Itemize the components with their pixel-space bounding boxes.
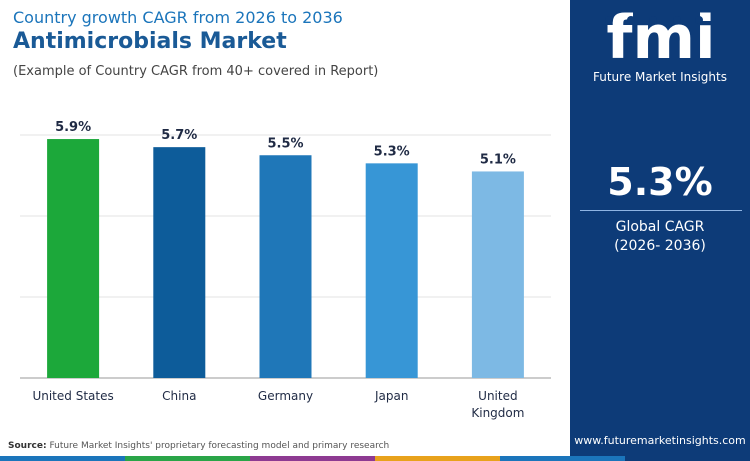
stripe-segment [375,456,500,461]
stripe-segment [0,456,125,461]
side-panel [570,0,750,461]
logo-subtitle: Future Market Insights [592,70,727,84]
source-label: Source: [8,441,47,451]
kpi-divider [580,210,742,211]
data-label: 5.9% [55,120,91,135]
x-tick-label: Germany [258,389,313,403]
logo-icons [605,16,703,24]
stripe-segment [500,456,625,461]
data-label: 5.7% [161,128,197,143]
source-note: Source: Future Market Insights' propriet… [8,441,389,451]
global-cagr-label: Global CAGR [615,219,705,235]
stripe-segment [125,456,250,461]
stripe-segment [625,456,750,461]
chart-title: Antimicrobials Market [13,29,287,54]
data-label: 5.3% [374,144,410,159]
logo-wordmark: fmi [606,6,715,66]
source-text: Future Market Insights' proprietary fore… [49,441,390,451]
global-cagr-period: (2026- 2036) [614,238,706,254]
bottom-color-stripe [0,456,750,461]
data-label: 5.1% [480,152,516,167]
bar [153,147,206,378]
bar [365,163,418,378]
stripe-segment [250,456,375,461]
bar [47,139,100,378]
bar [471,171,524,378]
x-tick-label: United Kingdom [471,389,524,420]
chart-subtitle: Country growth CAGR from 2026 to 2036 [13,8,343,27]
x-tick-label: Japan [374,389,408,403]
website-link[interactable]: www.futuremarketinsights.com [574,434,746,447]
x-tick-label: China [162,389,196,403]
x-tick-label: United States [32,389,113,403]
data-label: 5.5% [267,136,303,151]
chart-note: (Example of Country CAGR from 40+ covere… [13,64,379,79]
bar [259,155,312,378]
global-cagr-value: 5.3% [607,160,713,204]
fmi-logo: fmi [605,6,716,66]
bar-chart: 5.9% United States 5.7% China 5.5% Germany 5.3… [20,120,551,420]
